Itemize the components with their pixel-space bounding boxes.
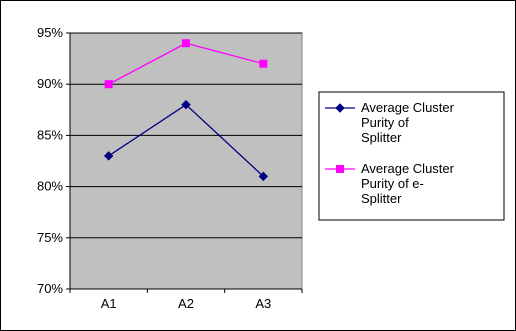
legend-label: Average Cluster Purity of Splitter xyxy=(361,100,455,145)
y-tick-label: 75% xyxy=(37,230,63,245)
legend-label-line: Average Cluster xyxy=(361,100,455,115)
x-axis-ticks: A1 A2 A3 xyxy=(69,289,303,311)
legend-entry: Average Cluster Purity of e-Splitter xyxy=(325,161,455,206)
x-tick-label: A1 xyxy=(101,296,117,311)
legend-label-line: Average Cluster xyxy=(361,161,455,176)
y-tick-label: 90% xyxy=(37,76,63,91)
series-1 xyxy=(103,99,269,182)
data-point xyxy=(181,99,191,110)
legend-label: Average Cluster Purity of e-Splitter xyxy=(361,161,455,206)
legend-box xyxy=(318,91,505,221)
legend-marker xyxy=(336,165,344,173)
x-tick-label: A3 xyxy=(255,296,271,311)
data-point xyxy=(103,151,114,161)
legend-entry: Average Cluster Purity of Splitter xyxy=(325,100,455,145)
data-point xyxy=(182,39,190,48)
plot-area xyxy=(69,32,303,290)
legend-label-line: Purity of xyxy=(361,115,409,130)
series-group xyxy=(103,39,269,182)
data-point xyxy=(259,59,268,68)
legend-label-line: Splitter xyxy=(361,191,402,206)
data-point xyxy=(258,171,269,182)
x-tick-label: A2 xyxy=(178,296,194,311)
y-axis-ticks: 70% 75% 80% 85% 90% 95% xyxy=(37,25,70,296)
y-tick-label: 80% xyxy=(37,179,63,194)
legend-items: Average Cluster Purity of SplitterAverage … xyxy=(325,100,455,206)
y-tick-label: 70% xyxy=(37,281,63,296)
legend-label-line: Splitter xyxy=(361,130,402,145)
legend: Average Cluster Purity of SplitterAverage … xyxy=(318,91,505,221)
legend-marker xyxy=(335,103,345,113)
y-tick-label: 85% xyxy=(37,127,63,142)
y-tick-label: 95% xyxy=(37,25,63,40)
gridlines xyxy=(70,32,302,239)
legend-label-line: Purity of e- xyxy=(361,176,424,191)
data-point xyxy=(104,80,113,89)
series-2 xyxy=(104,39,268,89)
